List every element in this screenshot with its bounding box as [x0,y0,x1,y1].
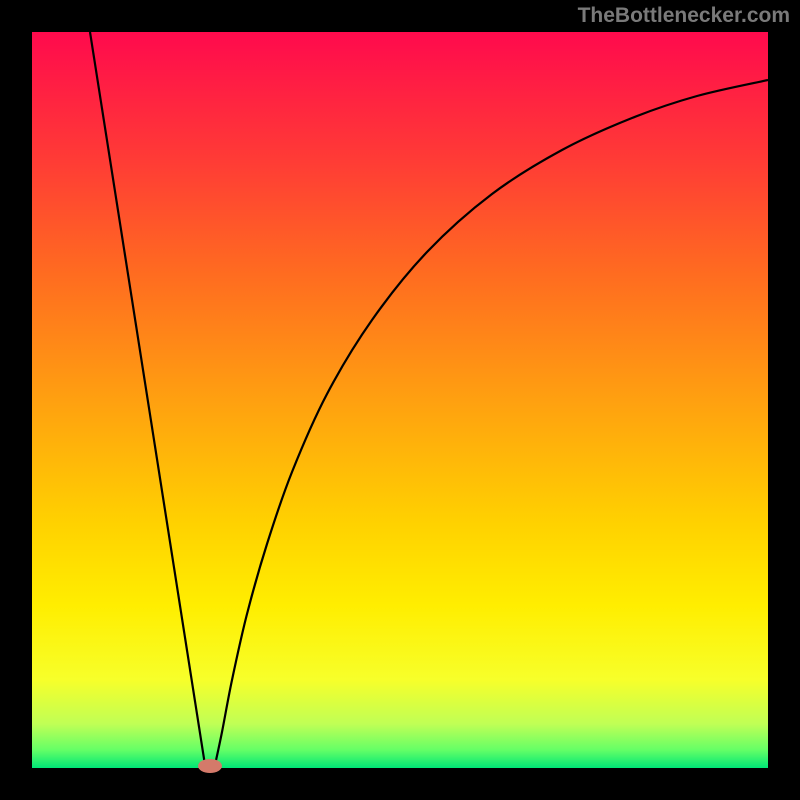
optimal-point-marker [198,759,222,773]
curve-left-segment [90,32,205,765]
curve-right-segment [215,80,768,765]
plot-area [32,32,768,768]
chart-container: TheBottlenecker.com [0,0,800,800]
watermark-text: TheBottlenecker.com [578,4,790,28]
bottleneck-curve [32,32,768,768]
